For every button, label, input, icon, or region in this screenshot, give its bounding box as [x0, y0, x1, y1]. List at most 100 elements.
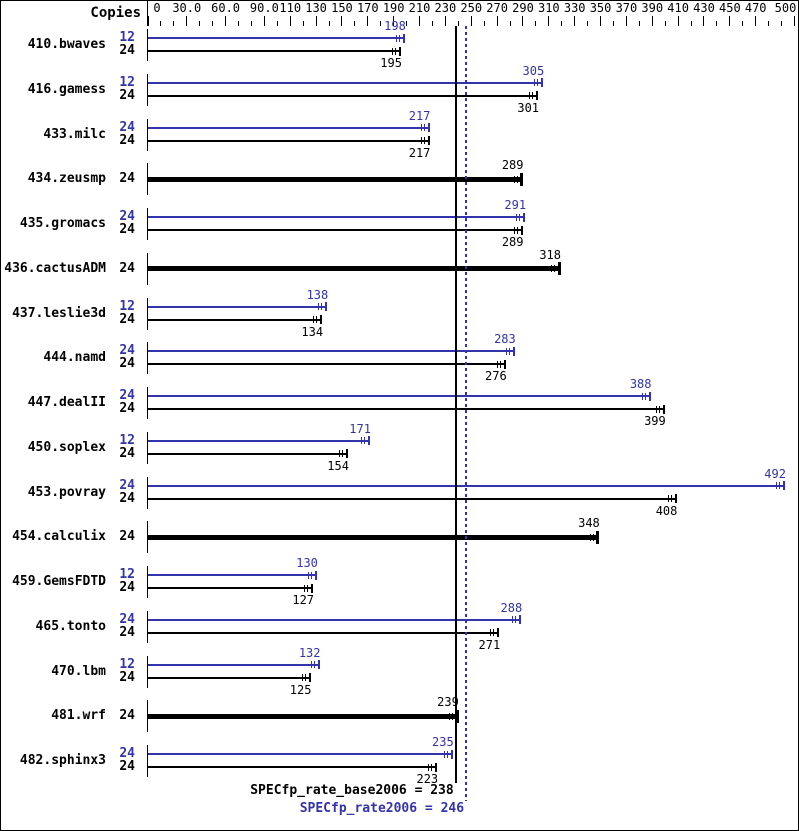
axis-minor-tick	[716, 21, 718, 26]
run-result-tick	[512, 616, 514, 624]
run-result-tick	[490, 629, 492, 637]
score-bar-peak	[148, 753, 452, 755]
score-bar-base	[148, 631, 499, 634]
axis-tick-label: 150	[331, 1, 353, 15]
score-bar-peak	[148, 305, 327, 308]
run-result-tick	[529, 92, 531, 100]
score-bar-base	[148, 363, 505, 366]
benchmark-label: 410.bwaves	[27, 37, 106, 52]
benchmark-axis-segment	[147, 118, 148, 151]
bar-end-cap	[497, 628, 500, 638]
score-value: 399	[644, 414, 666, 428]
bar-end-cap	[308, 673, 311, 682]
bar-end-cap	[674, 494, 677, 503]
axis-minor-tick	[742, 21, 744, 26]
copies-value: 24	[119, 87, 135, 103]
copies-value: 24	[119, 669, 135, 685]
score-value: 195	[380, 56, 402, 70]
axis-major-tick	[651, 16, 653, 26]
axis-minor-tick	[250, 21, 252, 26]
run-result-tick	[446, 750, 448, 758]
benchmark-label: 481.wrf	[51, 708, 106, 724]
bar-end-cap	[427, 123, 430, 132]
copies-value: 12	[119, 298, 135, 314]
axis-minor-tick	[509, 21, 511, 26]
axis-minor-tick	[406, 21, 408, 26]
score-value: 217	[408, 108, 431, 123]
score-bar-base	[148, 452, 348, 455]
copies-header-label: Copies	[90, 5, 141, 21]
axis-minor-tick	[212, 21, 214, 26]
score-value: 132	[298, 645, 321, 660]
copies-value: 12	[119, 432, 135, 448]
score-bar-peak	[148, 126, 429, 129]
bar-end-cap	[783, 481, 786, 490]
score-value: 305	[522, 63, 545, 78]
score-value: 291	[504, 198, 527, 212]
axis-minor-tick	[483, 21, 485, 26]
axis-major-tick	[470, 16, 472, 26]
axis-tick-label: 500	[774, 1, 797, 15]
copies-value: 24	[119, 611, 135, 627]
axis-tick-label: 0	[153, 1, 161, 15]
bar-end-cap	[399, 46, 402, 56]
axis-major-tick	[755, 16, 757, 26]
axis-minor-tick	[199, 21, 201, 26]
benchmark-label: 454.calculix	[12, 529, 106, 545]
run-result-tick	[420, 124, 422, 131]
run-result-tick	[304, 584, 306, 592]
axis-tick-label: 110	[279, 1, 302, 15]
score-bar-both	[148, 534, 598, 540]
benchmark-axis-segment	[147, 29, 148, 61]
run-result-tick	[311, 571, 313, 579]
axis-minor-tick	[768, 21, 770, 26]
axis-major-tick	[496, 16, 498, 26]
axis-minor-tick	[781, 21, 783, 26]
axis-tick-label: 170	[356, 1, 379, 15]
copies-value: 24	[119, 171, 135, 187]
score-value: 198	[384, 19, 406, 33]
benchmark-label: 436.cactusADM	[4, 260, 106, 276]
score-bar-peak	[148, 618, 521, 621]
axis-minor-tick	[457, 21, 459, 26]
score-value: 318	[539, 247, 562, 262]
run-result-tick	[515, 616, 517, 624]
run-result-tick	[496, 360, 498, 368]
score-bar-base	[148, 94, 538, 97]
run-result-tick	[313, 316, 315, 323]
copies-value: 24	[119, 343, 135, 359]
axis-minor-tick	[664, 21, 666, 26]
copies-value: 24	[119, 119, 135, 135]
axis-tick-label: 330	[563, 1, 586, 15]
run-result-tick	[428, 763, 430, 771]
score-value: 283	[494, 332, 516, 347]
axis-major-tick	[289, 16, 291, 26]
benchmark-axis-segment	[147, 610, 148, 643]
run-result-tick	[534, 79, 536, 87]
axis-major-tick	[186, 16, 188, 26]
score-value: 130	[296, 556, 318, 570]
copies-value: 24	[119, 43, 135, 58]
axis-tick-label: 270	[486, 1, 508, 15]
axis-tick-label: 290	[512, 1, 534, 15]
copies-value: 24	[119, 477, 135, 493]
copies-value: 24	[119, 401, 135, 416]
run-result-tick	[318, 303, 320, 310]
run-result-tick	[493, 629, 495, 637]
run-result-tick	[399, 34, 400, 42]
run-result-tick	[316, 316, 318, 323]
axis-minor-tick	[276, 21, 278, 26]
benchmark-axis-segment	[147, 745, 148, 777]
score-bar-base	[148, 497, 676, 500]
axis-minor-tick	[638, 21, 640, 26]
benchmark-label: 459.GemsFDTD	[12, 574, 106, 589]
benchmark-label: 416.gamess	[27, 81, 106, 97]
benchmark-axis-segment	[147, 297, 148, 330]
run-result-tick	[321, 303, 323, 310]
axis-tick-label: 190	[382, 1, 405, 15]
score-bar-base	[148, 587, 313, 589]
axis-tick-label: 310	[537, 1, 560, 15]
run-result-tick	[589, 533, 591, 541]
bar-end-cap	[520, 225, 523, 235]
benchmark-label: 470.lbm	[51, 663, 106, 679]
